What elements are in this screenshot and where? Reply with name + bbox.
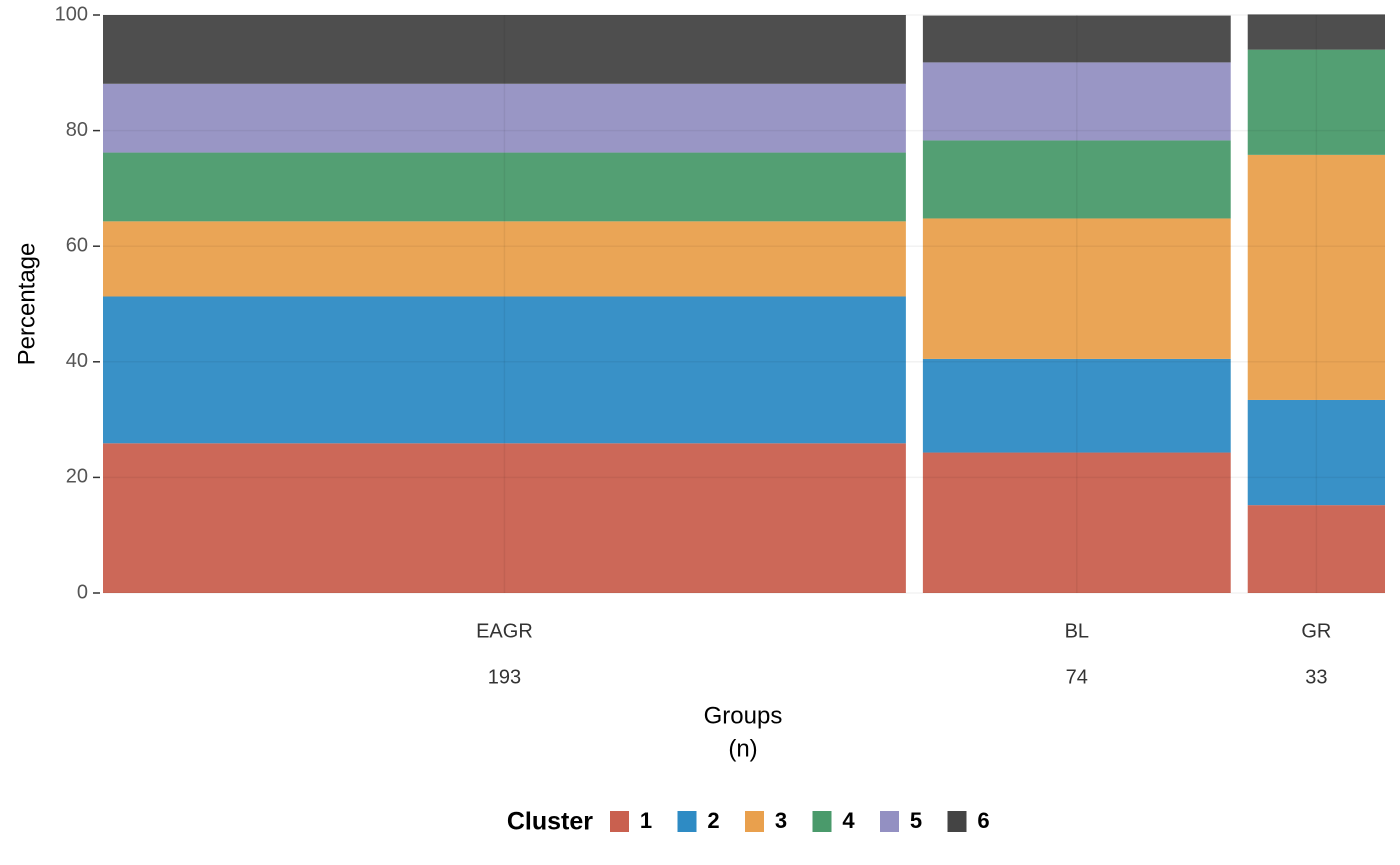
- y-tick-label: 60: [66, 234, 88, 256]
- bar-segment: [922, 218, 1231, 359]
- bar-segment: [1247, 14, 1385, 50]
- legend-swatch: [947, 811, 967, 832]
- bar-segment: [103, 152, 906, 222]
- bar-segment: [1247, 505, 1385, 593]
- bar-segment: [922, 15, 1231, 63]
- bar-segment: [922, 62, 1231, 141]
- bar-segment: [1247, 49, 1385, 155]
- bar-segment: [103, 221, 906, 297]
- legend-swatch: [880, 811, 899, 832]
- bar-segment: [103, 83, 906, 153]
- legend-swatch: [812, 811, 832, 832]
- bar-segment: [922, 452, 1231, 593]
- bar-segment: [922, 140, 1231, 219]
- legend-swatch: [745, 811, 764, 832]
- x-tick-label: BL: [1065, 620, 1089, 642]
- bar-segment: [103, 15, 906, 84]
- x-axis-title: Groups: [704, 702, 783, 729]
- legend-label: 4: [842, 808, 855, 833]
- legend-label: 6: [977, 808, 989, 833]
- x-axis-subtitle: (n): [728, 735, 757, 762]
- legend-label: 2: [707, 808, 719, 833]
- y-axis-title: Percentage: [13, 243, 40, 366]
- x-tick-label: GR: [1301, 620, 1331, 642]
- y-tick-label: 100: [55, 3, 88, 25]
- y-tick-label: 20: [66, 466, 88, 488]
- bar-segment: [922, 358, 1231, 453]
- y-tick-label: 40: [66, 350, 88, 372]
- legend-label: 5: [910, 808, 922, 833]
- y-tick-label: 80: [66, 119, 88, 141]
- n-label: 74: [1066, 666, 1088, 688]
- legend-swatch: [677, 811, 697, 832]
- n-label: 33: [1305, 666, 1327, 688]
- legend-title: Cluster: [507, 808, 593, 836]
- legend-label: 3: [775, 808, 787, 833]
- legend-label: 1: [640, 808, 652, 833]
- bar-segment: [1247, 399, 1385, 506]
- bar-segment: [1247, 154, 1385, 400]
- y-tick-label: 0: [77, 581, 88, 603]
- n-label: 193: [488, 666, 521, 688]
- bar-segment: [103, 443, 906, 593]
- bar-segment: [103, 296, 906, 444]
- legend-swatch: [610, 811, 629, 832]
- x-tick-label: EAGR: [476, 620, 533, 642]
